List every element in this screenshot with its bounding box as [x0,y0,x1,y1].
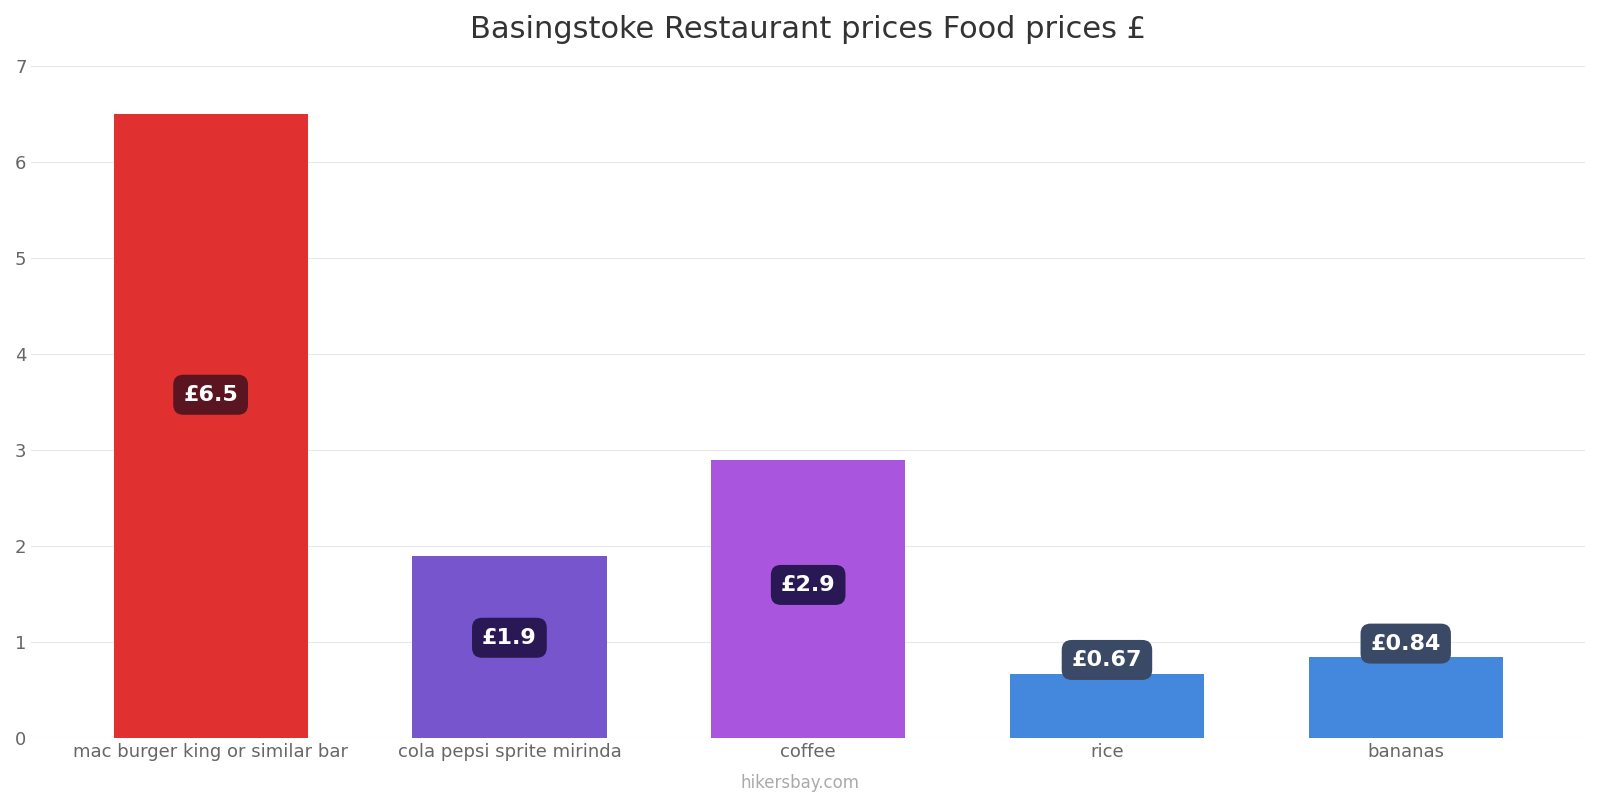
Bar [114,114,307,738]
Bar [413,556,606,738]
Text: £1.9: £1.9 [482,628,536,648]
Text: £0.67: £0.67 [1072,650,1142,670]
Text: hikersbay.com: hikersbay.com [741,774,859,792]
Title: Basingstoke Restaurant prices Food prices £: Basingstoke Restaurant prices Food price… [470,15,1146,44]
Text: £0.84: £0.84 [1371,634,1442,654]
Text: £2.9: £2.9 [781,575,835,595]
Bar [1010,674,1205,738]
Bar [1309,658,1502,738]
Text: £6.5: £6.5 [184,385,238,405]
Bar [710,459,906,738]
